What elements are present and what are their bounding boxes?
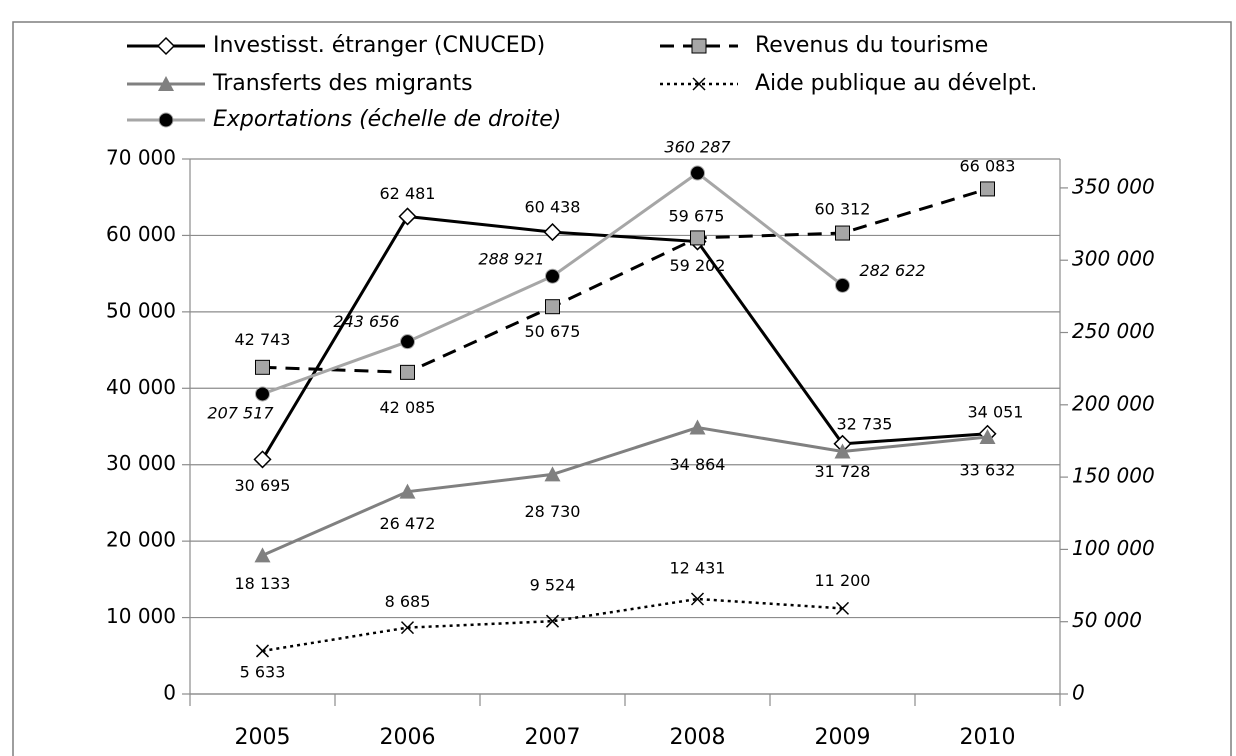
- x-tick-label: 2006: [380, 725, 436, 750]
- value-label: 9 524: [530, 576, 576, 595]
- y2-tick-label: 100 000: [1072, 536, 1155, 560]
- marker: [690, 230, 705, 246]
- marker: [545, 268, 560, 284]
- value-label: 62 481: [380, 184, 436, 203]
- value-label: 207 517: [207, 403, 274, 422]
- marker: [255, 644, 270, 658]
- legend-label: Investisst. étranger (CNUCED): [213, 33, 545, 58]
- marker: [255, 386, 270, 402]
- value-label: 26 472: [380, 514, 436, 533]
- value-label: 243 656: [333, 312, 399, 331]
- legend-label: Exportations (échelle de droite): [213, 107, 561, 132]
- x-tick-label: 2005: [235, 725, 291, 750]
- value-label: 12 431: [670, 558, 726, 577]
- value-label: 42 085: [380, 398, 436, 417]
- y2-tick-label: 250 000: [1072, 319, 1155, 343]
- y2-tick-label: 0: [1072, 681, 1085, 705]
- y2-tick-label: 350 000: [1072, 174, 1155, 198]
- value-label: 59 202: [670, 256, 726, 275]
- chart-frame: [12, 21, 1232, 756]
- marker: [398, 207, 417, 226]
- marker: [690, 592, 705, 606]
- marker: [690, 165, 705, 181]
- value-label: 18 133: [235, 574, 291, 593]
- y-tick-label: 30 000: [106, 451, 176, 475]
- y2-tick-label: 150 000: [1072, 464, 1155, 488]
- legend-marker: [691, 38, 707, 54]
- x-tick-label: 2007: [525, 725, 581, 750]
- legend-label: Revenus du tourisme: [755, 33, 988, 58]
- value-label: 5 633: [240, 662, 286, 681]
- marker: [545, 614, 560, 628]
- y-tick-label: 70 000: [106, 146, 176, 170]
- legend-marker: [158, 76, 174, 91]
- y-tick-label: 60 000: [106, 222, 176, 246]
- value-label: 11 200: [815, 571, 871, 590]
- legend-label: Aide publique au dévelpt.: [755, 71, 1037, 96]
- series-line: [261, 214, 988, 461]
- y-tick-label: 10 000: [106, 604, 176, 628]
- value-label: 34 864: [670, 455, 726, 474]
- y-tick-label: 40 000: [106, 375, 176, 399]
- y-tick-label: 0: [163, 681, 176, 705]
- value-label: 32 735: [837, 414, 893, 433]
- value-label: 28 730: [525, 502, 581, 521]
- marker: [255, 359, 270, 375]
- value-label: 60 438: [525, 198, 581, 217]
- legend-marker: [156, 36, 176, 56]
- marker: [400, 334, 415, 350]
- marker: [543, 223, 562, 242]
- value-label: 66 083: [960, 156, 1016, 175]
- marker: [834, 443, 851, 459]
- marker: [253, 450, 272, 469]
- value-label: 8 685: [385, 592, 431, 611]
- legend-label: Transferts des migrants: [212, 71, 473, 96]
- series-line: [262, 187, 988, 374]
- marker: [545, 299, 560, 315]
- value-label: 360 287: [664, 138, 731, 157]
- marker: [980, 181, 995, 197]
- marker: [979, 428, 996, 444]
- x-tick-label: 2010: [960, 725, 1016, 750]
- legend-marker: [158, 112, 174, 128]
- y2-tick-label: 50 000: [1072, 608, 1142, 632]
- y-tick-label: 20 000: [106, 528, 176, 552]
- value-label: 59 675: [669, 206, 725, 225]
- value-label: 30 695: [235, 476, 291, 495]
- value-label: 33 632: [960, 460, 1016, 479]
- value-label: 42 743: [235, 330, 291, 349]
- y2-tick-label: 300 000: [1072, 247, 1155, 271]
- y2-tick-label: 200 000: [1072, 391, 1155, 415]
- value-label: 282 622: [859, 261, 925, 280]
- x-tick-label: 2008: [670, 725, 726, 750]
- marker: [835, 601, 850, 615]
- marker: [399, 483, 416, 499]
- marker: [689, 419, 706, 435]
- marker: [400, 621, 415, 635]
- series-line: [261, 425, 988, 557]
- value-label: 60 312: [815, 200, 871, 219]
- marker: [835, 225, 850, 241]
- value-label: 288 921: [478, 250, 544, 269]
- value-label: 50 675: [525, 322, 581, 341]
- marker: [835, 277, 850, 293]
- x-tick-label: 2009: [815, 725, 871, 750]
- marker: [544, 466, 561, 482]
- value-label: 31 728: [815, 462, 871, 481]
- value-label: 34 051: [968, 402, 1024, 421]
- marker: [254, 547, 271, 563]
- legend-marker: [692, 77, 706, 91]
- y-tick-label: 50 000: [106, 298, 176, 322]
- marker: [400, 364, 415, 380]
